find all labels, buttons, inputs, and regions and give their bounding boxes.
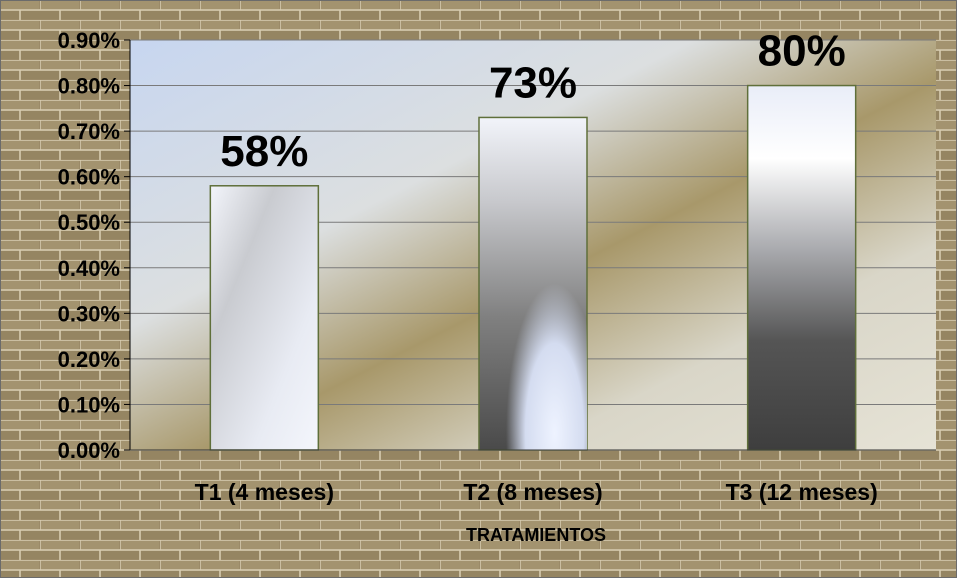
y-axis-tick-labels: 0.00% 0.10% 0.20% 0.30% 0.40% 0.50% 0.60% 0.70%…	[58, 28, 120, 463]
y-tick-label: 0.30%	[58, 301, 120, 326]
x-tick-label: T2 (8 meses)	[463, 479, 602, 505]
y-tick-label: 0.40%	[58, 256, 120, 281]
x-axis-category-labels: T1 (4 meses) T2 (8 meses) T3 (12 meses)	[195, 479, 878, 505]
y-tick-label: 0.10%	[58, 392, 120, 417]
bar-1	[209, 185, 320, 451]
x-tick-label: T1 (4 meses)	[195, 479, 334, 505]
bar-2-highlight	[479, 117, 587, 450]
data-label-2: 73%	[489, 58, 577, 107]
y-tick-label: 0.80%	[58, 74, 120, 99]
data-labels: 58% 73% 80%	[220, 27, 845, 176]
x-axis-title: TRATAMIENTOS	[466, 525, 606, 545]
y-tick-label: 0.50%	[58, 210, 120, 235]
bars	[209, 84, 857, 451]
data-label-3: 80%	[758, 27, 846, 76]
bar-3	[746, 84, 857, 451]
y-tick-label: 0.00%	[58, 438, 120, 463]
y-tick-label: 0.90%	[58, 28, 120, 53]
y-tick-label: 0.60%	[58, 165, 120, 190]
y-tick-label: 0.70%	[58, 119, 120, 144]
x-tick-label: T3 (12 meses)	[726, 479, 878, 505]
data-label-1: 58%	[220, 127, 308, 176]
y-tick-label: 0.20%	[58, 347, 120, 372]
